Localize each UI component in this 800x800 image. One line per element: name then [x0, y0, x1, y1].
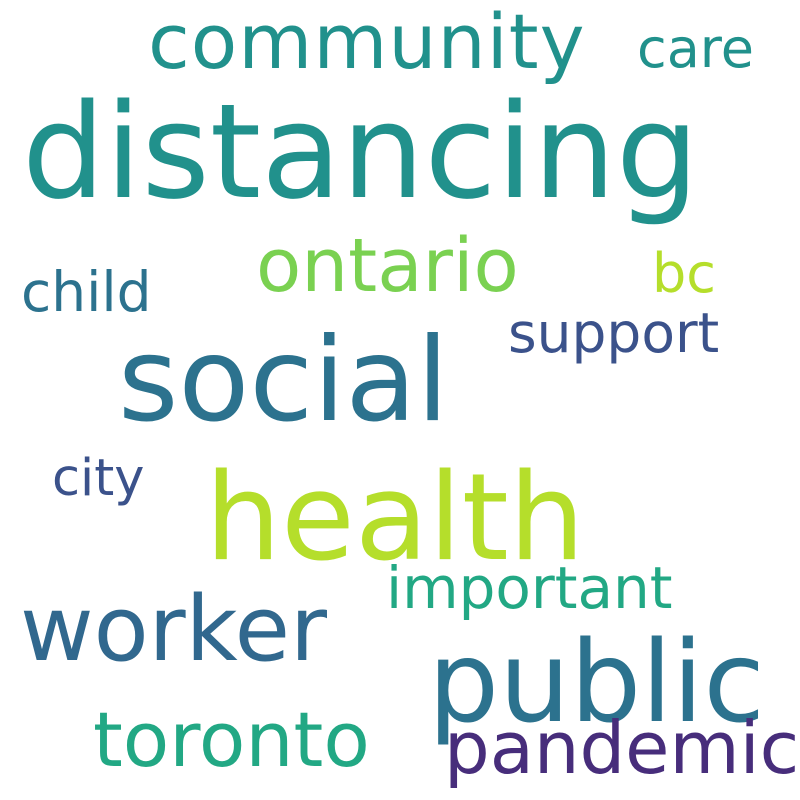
- word-social: social: [118, 313, 449, 448]
- word-community: community: [148, 0, 586, 86]
- word-ontario: ontario: [256, 223, 519, 309]
- word-toronto: toronto: [93, 695, 370, 784]
- word-support: support: [508, 301, 720, 365]
- word-bc: bc: [652, 242, 716, 305]
- word-worker: worker: [20, 577, 327, 682]
- word-child: child: [21, 260, 152, 324]
- word-health: health: [205, 449, 585, 588]
- word-city: city: [52, 449, 145, 508]
- word-pandemic: pandemic: [444, 706, 800, 790]
- word-distancing: distancing: [22, 75, 700, 228]
- word-care: care: [637, 17, 755, 80]
- word-public: public: [428, 618, 765, 748]
- word-important: important: [386, 554, 673, 622]
